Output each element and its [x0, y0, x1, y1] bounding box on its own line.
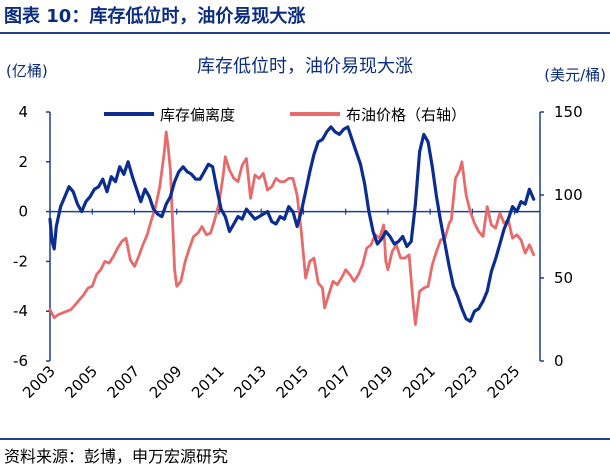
left-tick-label: 4	[18, 103, 28, 121]
left-tick-label: -6	[13, 352, 28, 370]
series-line-oil	[48, 130, 536, 326]
bottom-rule	[0, 438, 610, 440]
x-tick-label: 2023	[442, 362, 482, 402]
x-tick-label: 2021	[399, 362, 439, 402]
x-tick-label: 2017	[315, 362, 355, 402]
top-rule	[0, 32, 610, 34]
right-tick-label: 0	[554, 352, 564, 370]
x-tick-label: 2009	[146, 362, 186, 402]
x-tick-label: 2025	[484, 362, 524, 402]
figure-title: 图表 10：库存低位时，油价易现大涨	[4, 6, 306, 27]
right-axis-unit: (美元/桶)	[544, 66, 606, 84]
chart-title: 库存低位时，油价易现大涨	[197, 56, 413, 77]
right-tick-label: 100	[554, 186, 583, 204]
x-tick-label: 2011	[188, 362, 228, 402]
x-tick-label: 2013	[230, 362, 270, 402]
left-tick-label: 0	[18, 203, 28, 221]
left-tick-label: -4	[13, 302, 28, 320]
left-axis-unit: (亿桶)	[6, 62, 48, 80]
x-tick-label: 2005	[61, 362, 101, 402]
legend-label-oil: 布油价格（右轴）	[346, 106, 466, 124]
right-tick-label: 50	[554, 269, 573, 287]
left-tick-label: 2	[18, 153, 28, 171]
series-line-inventory	[48, 125, 536, 323]
x-tick-label: 2015	[273, 362, 313, 402]
left-tick-label: -2	[13, 252, 28, 270]
right-tick-label: 150	[554, 103, 583, 121]
legend-label-inventory: 库存偏离度	[160, 106, 235, 124]
chart: 库存低位时，油价易现大涨 (亿桶) (美元/桶) 库存偏离度 布油价格（右轴） …	[6, 56, 606, 402]
source-note: 资料来源：彭博，申万宏源研究	[4, 447, 229, 466]
x-tick-label: 2019	[357, 362, 397, 402]
x-tick-label: 2007	[104, 362, 144, 402]
